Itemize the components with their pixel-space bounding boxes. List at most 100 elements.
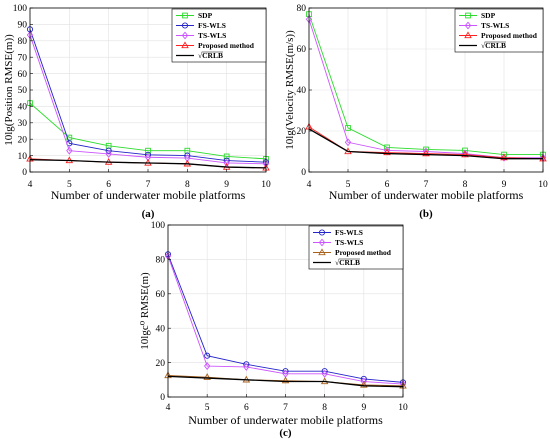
x-axis-label: Number of underwater mobile platforms	[51, 188, 246, 202]
legend-marker-sdp	[182, 12, 188, 19]
x-tick-label: 9	[361, 403, 366, 413]
y-tick-label: 40	[297, 86, 307, 96]
legend-label-sdp: SDP	[198, 11, 213, 20]
x-tick-label: 5	[205, 403, 210, 413]
legend-label-crlb: √CRLB	[198, 51, 223, 60]
series-line-crlb	[29, 159, 267, 169]
y-tick-label: 100	[13, 4, 28, 14]
legend-label-sdp: SDP	[481, 11, 496, 20]
legend-marker-fs-wls	[181, 22, 189, 29]
legend-marker-fs-wls	[318, 229, 326, 236]
chart-panel-b: 4 5 6 7 8 9 10 0 20 40 60 80 Number of underwater mo…	[284, 4, 548, 220]
x-tick-label: 8	[185, 180, 190, 190]
x-tick-label: 6	[106, 180, 111, 190]
legend-box	[454, 8, 544, 53]
x-tick-label: 5	[67, 180, 72, 190]
x-tick-label: 10	[538, 180, 548, 190]
legend-label-ts-wls: TS-WLS	[335, 238, 363, 247]
panel-label: (c)	[279, 427, 292, 439]
y-tick-label: 50	[18, 86, 28, 96]
data-point-fs-wls	[204, 352, 211, 359]
data-point-sdp	[501, 151, 507, 158]
y-tick-label: 40	[156, 324, 166, 334]
x-tick-label: 9	[224, 180, 229, 190]
x-tick-label: 8	[463, 180, 468, 190]
data-point-ts-wls	[223, 159, 230, 167]
series-line-fs-wls	[29, 29, 267, 163]
legend-label-proposed-method: Proposed method	[335, 248, 392, 257]
y-axis-label: 10lg(Velocity RMSE(m/s))	[284, 30, 296, 150]
data-point-sdp	[462, 147, 468, 154]
legend-marker-ts-wls	[464, 21, 472, 30]
x-tick-label: 4	[307, 180, 312, 190]
data-point-ts-wls	[344, 138, 352, 147]
legend-marker-ts-wls	[318, 238, 326, 247]
x-tick-label: 7	[283, 403, 288, 413]
x-axis-label: Number of underwater mobile platforms	[329, 188, 524, 202]
legend-label-proposed-method: Proposed method	[481, 31, 538, 40]
x-tick-label: 10	[261, 180, 271, 190]
y-tick-label: 0	[301, 168, 306, 178]
y-tick-label: 70	[18, 53, 28, 63]
x-tick-label: 6	[385, 180, 390, 190]
data-point-proposed-method	[281, 376, 290, 384]
x-tick-label: 8	[322, 403, 327, 413]
y-tick-label: 100	[151, 221, 166, 231]
legend-marker-proposed-method	[181, 41, 189, 49]
x-tick-label: 4	[166, 403, 171, 413]
y-tick-label: 40	[18, 103, 28, 113]
x-tick-label: 10	[398, 403, 408, 413]
x-tick-label: 9	[502, 180, 507, 190]
data-point-ts-wls	[66, 146, 73, 155]
series-line-crlb	[167, 375, 404, 388]
panel-label: (a)	[142, 208, 155, 220]
y-axis-label: 10lgc⁰ RMSE(m)	[139, 272, 151, 350]
y-tick-label: 60	[18, 70, 28, 80]
data-point-ts-wls	[105, 150, 112, 158]
data-point-fs-wls	[105, 147, 112, 154]
x-tick-label: 6	[244, 403, 249, 413]
y-tick-label: 60	[297, 45, 307, 55]
data-point-ts-wls	[500, 153, 508, 162]
data-point-ts-wls	[203, 362, 211, 370]
y-tick-label: 30	[18, 119, 28, 129]
x-tick-label: 7	[424, 180, 429, 190]
data-point-proposed-method	[500, 153, 508, 161]
data-point-proposed-method	[383, 148, 391, 156]
legend-label-ts-wls: TS-WLS	[198, 31, 226, 40]
y-tick-label: 80	[156, 256, 166, 266]
legend-label-ts-wls: TS-WLS	[481, 21, 509, 30]
y-tick-label: 60	[156, 290, 166, 300]
y-tick-label: 80	[18, 37, 28, 47]
legend-marker-proposed-method	[464, 31, 472, 39]
data-point-proposed-method	[360, 380, 368, 388]
y-axis-label: 10lg(Position RMSE(m))	[3, 34, 15, 146]
x-axis-label: Number of underwater mobile platforms	[188, 413, 383, 427]
data-point-ts-wls	[321, 369, 328, 378]
legend-label-fs-wls: FS-WLS	[335, 228, 363, 237]
x-tick-label: 7	[146, 180, 151, 190]
y-tick-label: 20	[156, 359, 166, 369]
legend-label-fs-wls: FS-WLS	[198, 21, 226, 30]
series-line-crlb	[308, 128, 543, 160]
data-point-sdp	[223, 153, 230, 160]
y-tick-label: 10	[18, 152, 28, 162]
x-tick-label: 5	[346, 180, 351, 190]
y-tick-label: 90	[18, 21, 28, 31]
data-point-sdp	[145, 147, 151, 154]
series-line-proposed-method	[167, 375, 404, 387]
legend-label-crlb: √CRLB	[481, 41, 506, 50]
panel-label: (b)	[419, 208, 433, 220]
data-point-proposed-method	[203, 373, 211, 380]
data-point-proposed-method	[461, 150, 469, 158]
legend-marker-ts-wls	[181, 31, 189, 40]
legend-label-proposed-method: Proposed method	[198, 41, 255, 50]
legend-marker-sdp	[465, 12, 471, 19]
data-point-ts-wls	[243, 362, 250, 371]
